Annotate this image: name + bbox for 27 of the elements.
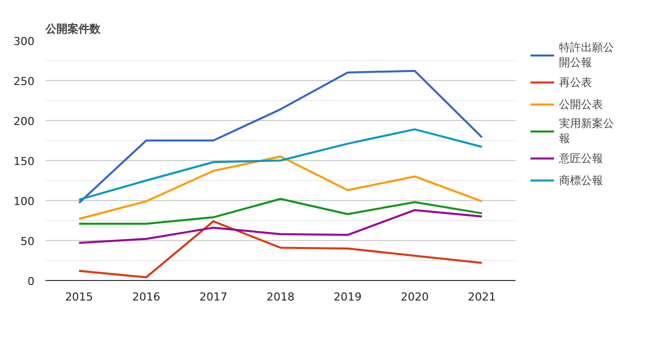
y-tick-label: 0 xyxy=(28,275,34,288)
legend-label: 再公表 xyxy=(559,74,592,90)
x-tick-label: 2017 xyxy=(199,290,228,304)
legend-label: 商標公報 xyxy=(559,172,603,188)
legend-label: 実用新案公報 xyxy=(559,116,614,146)
x-tick-label: 2016 xyxy=(132,290,160,304)
y-tick-label: 50 xyxy=(20,235,35,248)
y-tick-label: 200 xyxy=(14,115,35,128)
x-tick-label: 2021 xyxy=(468,290,496,304)
legend-label: 特許出願公開公報 xyxy=(559,40,614,70)
y-tick-label: 300 xyxy=(14,35,35,48)
line-series xyxy=(78,198,483,225)
y-tick-label: 100 xyxy=(14,195,35,208)
line-series xyxy=(78,220,483,278)
line-series xyxy=(78,128,483,201)
x-tick-label: 2015 xyxy=(65,290,94,304)
line-series xyxy=(78,156,483,220)
legend-label: 公開公表 xyxy=(559,96,603,112)
line-series xyxy=(78,209,483,244)
line-series xyxy=(78,70,483,204)
x-tick-label: 2019 xyxy=(334,290,362,304)
y-tick-label: 250 xyxy=(14,75,35,88)
x-tick-label: 2020 xyxy=(400,290,429,304)
x-tick-label: 2018 xyxy=(266,290,295,304)
chart-title: 公開案件数 xyxy=(44,22,102,36)
y-tick-label: 150 xyxy=(14,155,35,168)
legend-label: 意匠公報 xyxy=(559,150,603,166)
